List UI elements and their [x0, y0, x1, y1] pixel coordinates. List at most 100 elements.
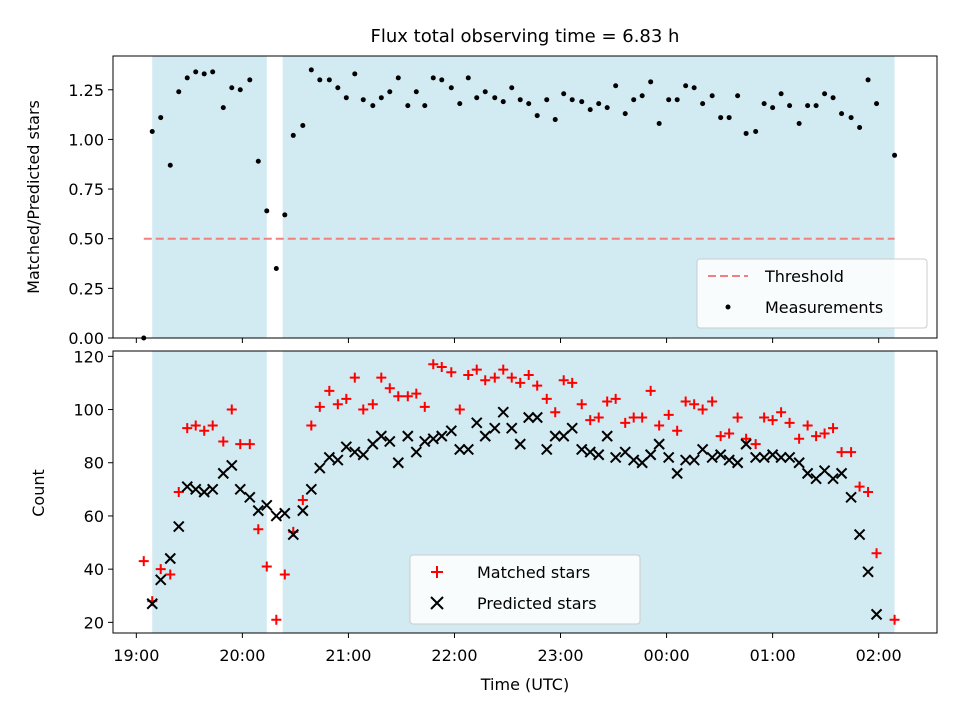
top-y-tick-label: 1.00 [68, 130, 104, 149]
matched-star-marker [428, 359, 439, 370]
predicted-star-marker [279, 507, 291, 519]
measurement-point [613, 83, 619, 89]
matched-star-marker [349, 372, 360, 383]
matched-star-marker [297, 494, 308, 505]
measurement-point [492, 95, 498, 101]
matched-star-marker [173, 487, 184, 497]
measurement-point [273, 265, 279, 271]
x-axis-label: Time (UTC) [480, 675, 569, 694]
matched-star-marker [585, 415, 596, 426]
matched-star-marker [314, 401, 325, 412]
measurement-point [753, 128, 759, 134]
measurement-point [422, 103, 428, 109]
x-tick-label: 00:00 [644, 646, 690, 665]
matched-legend-swatch [431, 566, 443, 578]
predicted-star-marker [155, 574, 167, 586]
measurement-point [247, 77, 253, 83]
measurement-point [735, 93, 741, 99]
measurement-point [448, 85, 454, 91]
measurement-point [892, 152, 898, 158]
matched-star-marker [759, 412, 770, 423]
measurement-point [579, 99, 585, 105]
predicted-star-marker [497, 406, 509, 418]
measurement-point [857, 124, 863, 130]
measurement-point [639, 93, 645, 99]
top-y-tick-label: 0.50 [68, 230, 104, 249]
matched-star-marker [279, 569, 290, 580]
measurement-point [587, 107, 593, 113]
measurement-point [439, 77, 445, 83]
top-y-tick-label: 0.00 [68, 329, 104, 348]
measurement-point [822, 91, 828, 97]
predicted-star-marker [853, 528, 866, 541]
measurement-point [683, 83, 689, 89]
predicted-star-marker [190, 483, 202, 496]
measurement-point [596, 101, 602, 107]
matched-star-marker [436, 361, 447, 372]
matched-star-marker [402, 391, 413, 402]
predicted-star-marker [181, 480, 193, 493]
matched-star-marker [794, 433, 805, 444]
measurement-point [839, 111, 845, 117]
predicted-star-marker [323, 451, 336, 464]
matched-star-marker [358, 404, 369, 415]
measurement-point [509, 85, 515, 91]
matched-star-marker [384, 383, 395, 394]
matched-star-marker [871, 548, 882, 559]
predicted-star-marker [198, 486, 210, 498]
predicted-star-marker [731, 457, 744, 469]
measurement-point [193, 69, 199, 75]
matched-star-marker [454, 404, 465, 415]
threshold-legend-label: Threshold [764, 267, 844, 286]
measurement-point [360, 97, 366, 103]
measurement-point [229, 85, 235, 91]
measurement-point [700, 101, 706, 107]
measurement-point [387, 89, 393, 95]
matched-star-marker [836, 447, 847, 458]
predicted-star-marker [549, 430, 561, 442]
measurement-point [264, 208, 270, 214]
matched-star-marker [506, 372, 517, 383]
measurement-point [176, 89, 182, 95]
predicted-star-marker [252, 504, 264, 517]
matched-star-marker [489, 372, 500, 383]
matched-star-marker [471, 364, 482, 375]
measurement-point [813, 103, 819, 109]
measurement-point [743, 130, 749, 136]
predicted-star-marker [870, 608, 883, 621]
predicted-star-marker [436, 430, 448, 442]
matched-star-marker [811, 431, 822, 442]
chart-title: Flux total observing time = 6.83 h [371, 26, 680, 47]
predicted-star-marker [740, 438, 752, 450]
predicted-star-marker [662, 451, 675, 464]
predicted-star-marker [314, 462, 326, 474]
predicted-star-marker [627, 454, 640, 466]
measurement-point [526, 101, 532, 107]
measurement-point [830, 95, 836, 101]
matched-legend-label: Matched stars [477, 563, 590, 582]
measurement-point [778, 91, 784, 97]
matched-star-marker [190, 420, 201, 431]
matched-star-marker [854, 481, 865, 492]
matched-star-marker [846, 447, 857, 458]
measurement-point [666, 97, 672, 103]
predicted-star-marker [410, 446, 423, 458]
observing-interval-shade [152, 56, 267, 338]
predicted-star-marker [462, 443, 474, 456]
matched-star-marker [732, 412, 743, 423]
bottom-y-tick-label: 120 [73, 347, 104, 366]
matched-star-marker [138, 556, 149, 567]
matched-star-marker [393, 391, 404, 402]
matched-star-marker [610, 393, 621, 404]
predicted-star-marker [454, 443, 466, 456]
measurement-point [370, 103, 376, 109]
matched-star-marker [576, 399, 587, 410]
measurement-point [534, 113, 540, 119]
predicted-star-marker [332, 454, 344, 466]
measurement-point [709, 93, 715, 99]
predicted-star-marker [541, 443, 553, 456]
matched-star-marker [463, 369, 474, 380]
bottom-y-tick-label: 20 [84, 613, 104, 632]
top-y-tick-label: 0.25 [68, 279, 104, 298]
measurement-point [343, 95, 349, 101]
